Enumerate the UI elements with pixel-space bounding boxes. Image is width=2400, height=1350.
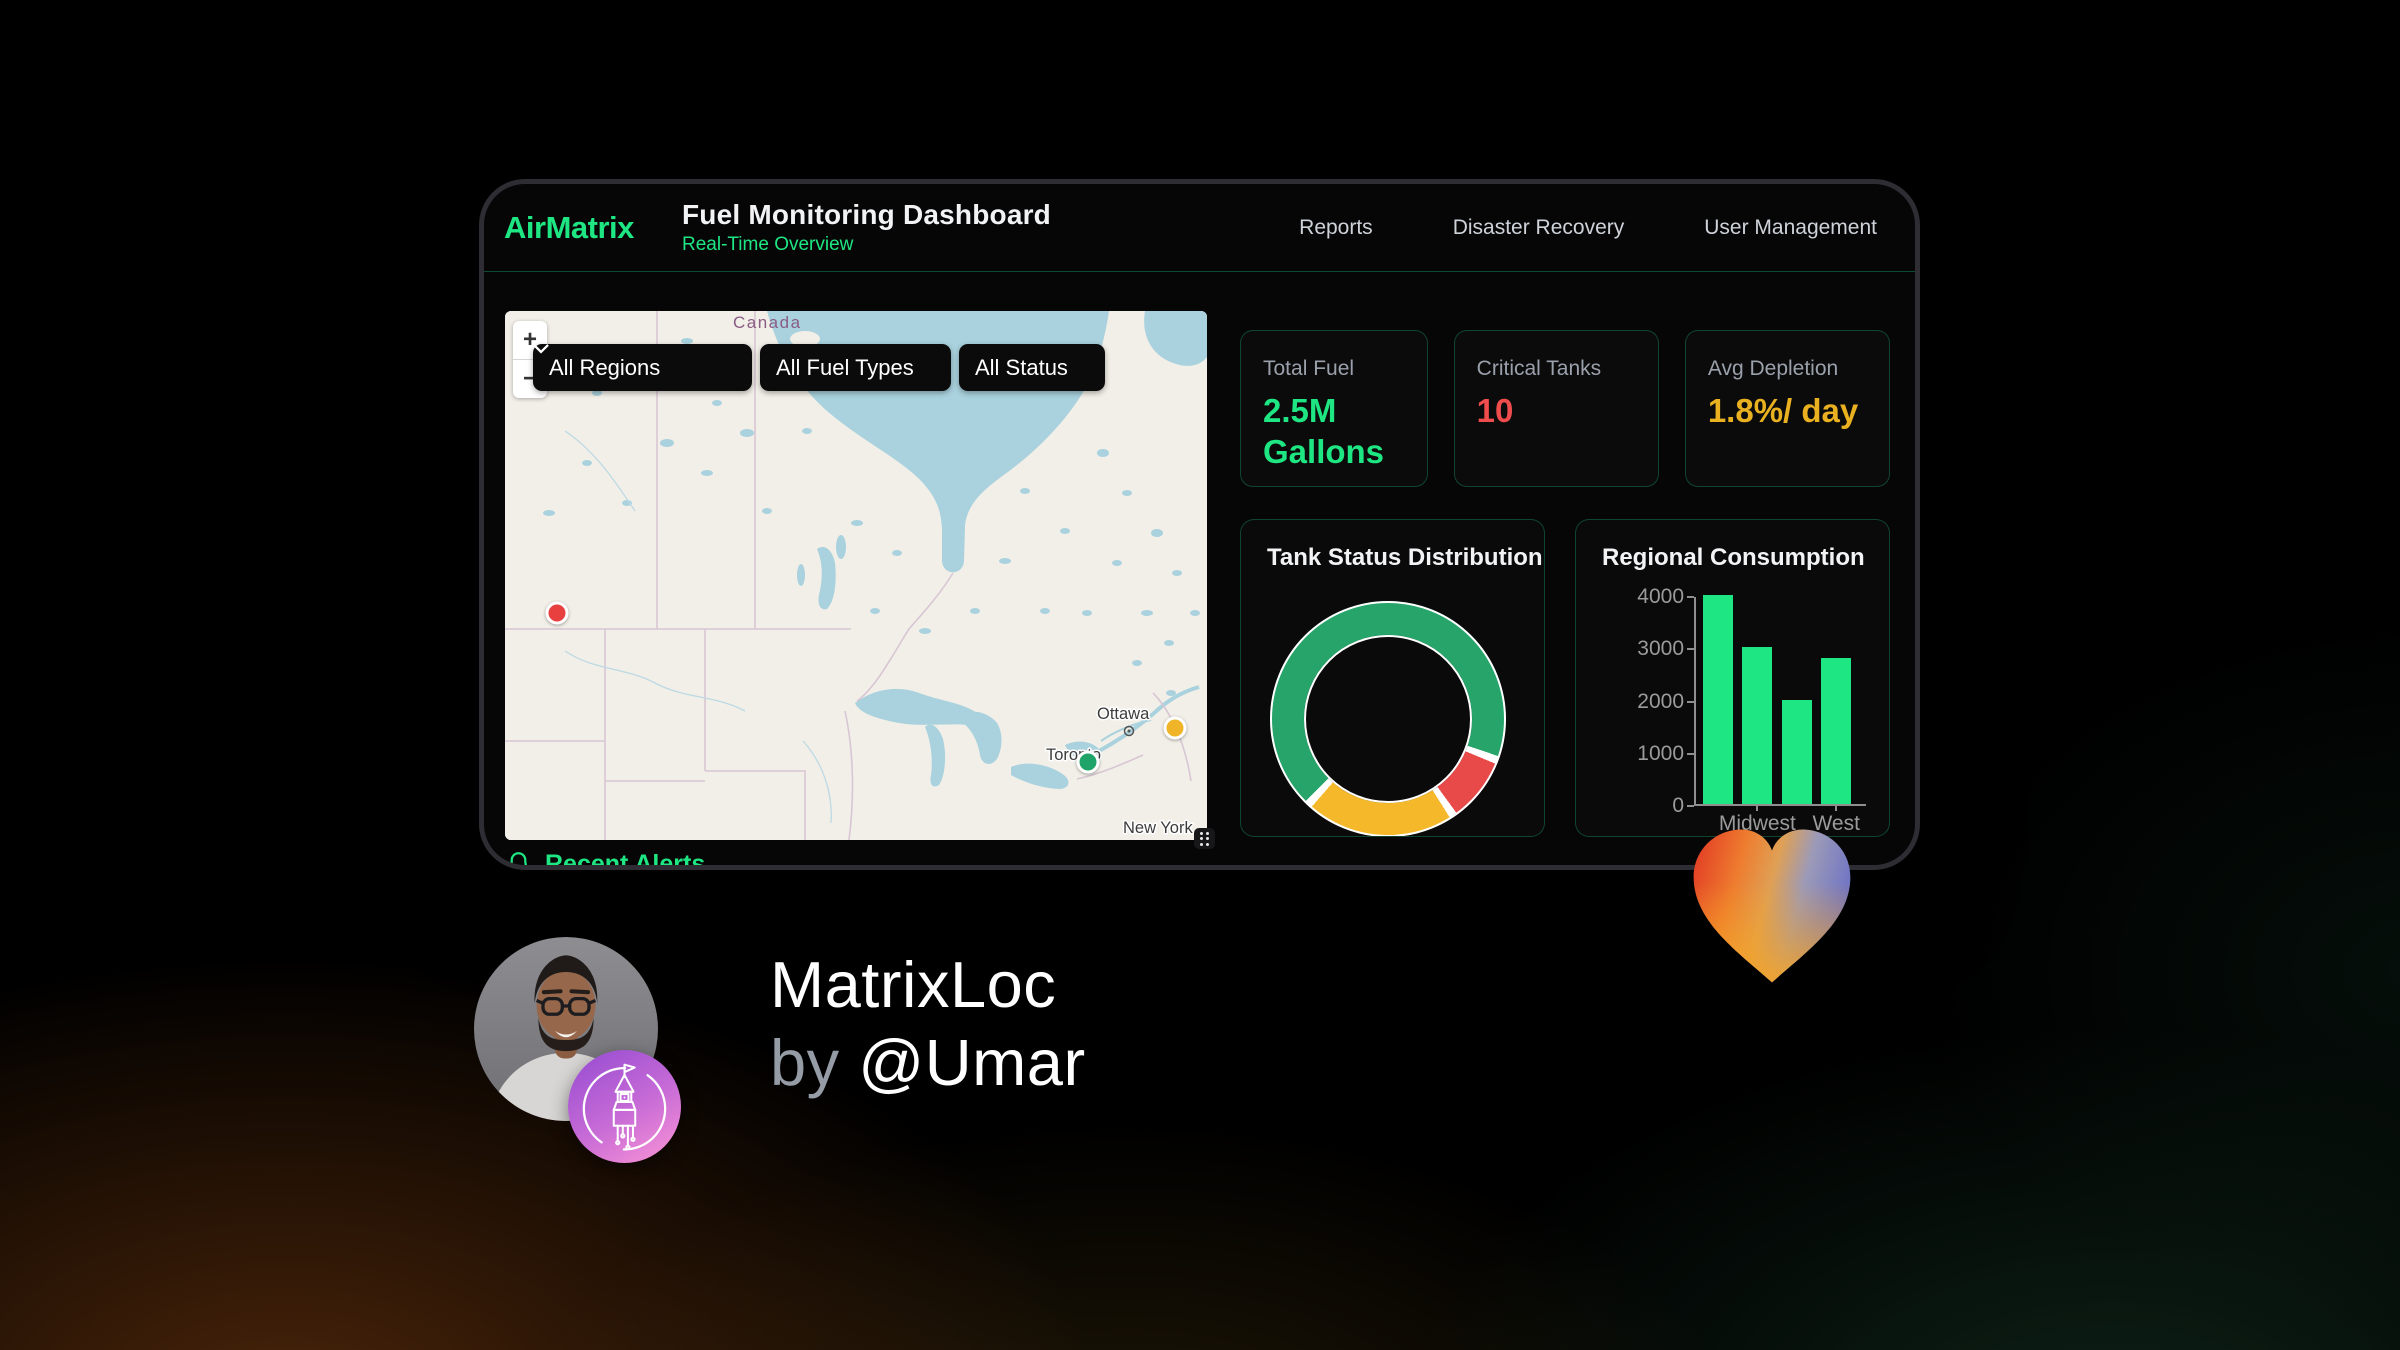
stat-label: Total Fuel	[1263, 357, 1355, 380]
y-axis-tick-label: 1000	[1637, 741, 1684, 765]
bar-chart-title: Regional Consumption	[1602, 544, 1865, 571]
dashboard-header: AirMatrix Fuel Monitoring Dashboard Real…	[484, 184, 1915, 272]
bar-chart-card: Regional Consumption 4000 3000 2000 1000 0 Mi…	[1575, 519, 1890, 837]
nav-item-disaster-recovery[interactable]: Disaster Recovery	[1452, 215, 1625, 239]
tank-marker-warning[interactable]	[1163, 716, 1187, 740]
stat-label: Critical Tanks	[1476, 357, 1602, 380]
recent-alerts-section: Recent Alerts	[505, 850, 706, 870]
gradient-heart-icon	[1676, 818, 1868, 990]
y-axis-tick-label: 2000	[1637, 689, 1684, 713]
byline-prefix: by	[770, 1026, 840, 1099]
map-label-canada: Canada	[733, 313, 802, 332]
stat-value: 2.5M Gallons	[1263, 392, 1385, 471]
stat-card-critical-tanks: Critical Tanks 10	[1453, 330, 1659, 487]
stat-card-avg-depletion: Avg Depletion 1.8%/ day	[1684, 330, 1890, 487]
stat-value: 1.8%/ day	[1707, 392, 1859, 429]
nav-item-user-management[interactable]: User Management	[1704, 215, 1877, 239]
donut-chart-title: Tank Status Distribution	[1267, 544, 1543, 571]
stat-value: 10	[1476, 392, 1514, 429]
page-subtitle: Real-Time Overview	[682, 234, 854, 255]
y-axis-tick-label: 0	[1672, 794, 1684, 817]
bell-icon	[510, 852, 527, 865]
fuel-type-filter-value: All Fuel Types	[776, 354, 914, 380]
map-label-ottawa: Ottawa	[1097, 705, 1150, 723]
drag-handle-icon[interactable]	[1194, 828, 1215, 849]
donut-inner-ring	[1304, 635, 1472, 803]
clock-tower-badge	[568, 1050, 681, 1163]
map-svg: Canada Ottawa Toronto New York	[505, 311, 1207, 840]
stats-row: Total Fuel 2.5M Gallons Critical Tanks 1…	[1240, 330, 1890, 487]
y-axis-tick-label: 4000	[1637, 585, 1684, 608]
x-axis-tick-label: Midwest	[1718, 812, 1796, 835]
map-label-new-york: New York	[1123, 819, 1193, 837]
status-filter-value: All Status	[975, 354, 1068, 380]
fuel-type-filter-dropdown[interactable]: All Fuel Types	[533, 344, 951, 391]
showcase-caption: MatrixLoc by @Umar	[770, 946, 1086, 1102]
alerts-title: Recent Alerts	[545, 850, 706, 870]
map-panel[interactable]: Canada Ottawa Toronto New York + − All R…	[505, 311, 1207, 840]
bar	[1703, 595, 1733, 804]
page-title: Fuel Monitoring Dashboard	[682, 199, 1051, 230]
tank-marker-normal[interactable]	[1076, 750, 1100, 774]
zoom-in-button[interactable]: +	[522, 326, 537, 353]
map-filters: All Regions All Fuel Types All Status	[533, 344, 1105, 391]
tank-status-donut-chart	[1270, 601, 1506, 836]
stat-card-total-fuel: Total Fuel 2.5M Gallons	[1240, 330, 1428, 487]
zoom-control-divider	[513, 359, 547, 360]
x-axis-tick-label: West	[1812, 812, 1860, 835]
status-filter-dropdown[interactable]: All Status	[533, 344, 1105, 391]
showcase-title: MatrixLoc	[770, 948, 1057, 1021]
main-nav: Reports Disaster Recovery User Managemen…	[1299, 216, 1877, 240]
bar	[1742, 647, 1773, 804]
title-block: Fuel Monitoring Dashboard Real-Time Over…	[682, 199, 1051, 256]
bar	[1781, 699, 1812, 804]
nav-item-reports[interactable]: Reports	[1299, 215, 1373, 239]
brand-logo: AirMatrix	[504, 209, 634, 245]
bar	[1821, 657, 1852, 804]
donut-outer-ring	[1270, 601, 1506, 836]
region-filter-value: All Regions	[549, 354, 661, 380]
dashboard-window: AirMatrix Fuel Monitoring Dashboard Real…	[479, 179, 1920, 870]
donut-chart-card: Tank Status Distribution	[1240, 519, 1545, 837]
byline-handle: @Umar	[858, 1026, 1086, 1099]
y-axis-tick-label: 3000	[1637, 637, 1684, 661]
region-filter-dropdown[interactable]: All Regions	[533, 344, 752, 391]
stat-label: Avg Depletion	[1707, 357, 1839, 380]
tank-marker-critical[interactable]	[545, 601, 569, 625]
regional-consumption-bar-chart: 4000 3000 2000 1000 0 Midwest West	[1637, 585, 1866, 835]
